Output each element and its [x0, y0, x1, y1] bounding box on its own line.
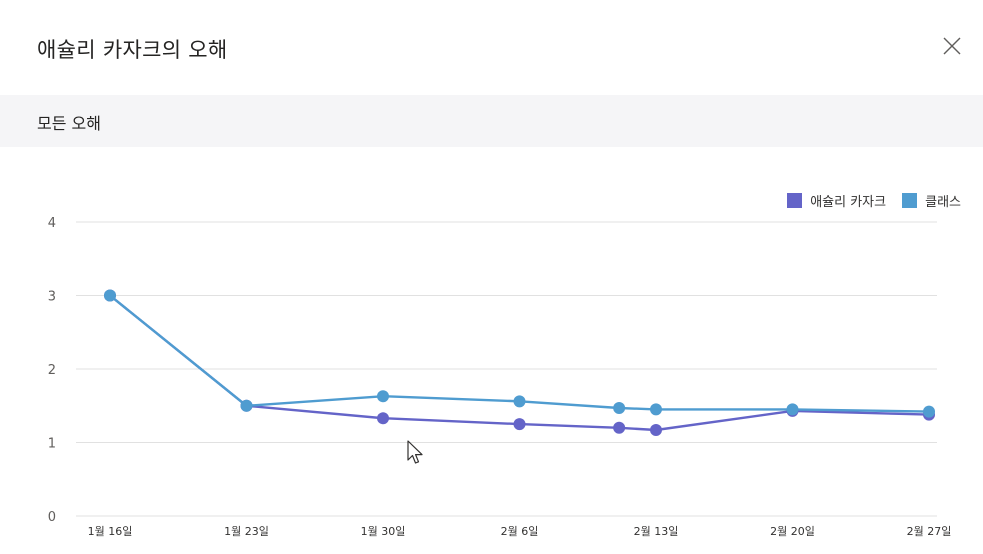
- x-tick-label-5: 2월 20일: [770, 524, 815, 538]
- close-button[interactable]: [938, 32, 966, 60]
- series-1-point-1: [240, 399, 253, 412]
- legend-swatch-student: [787, 193, 803, 208]
- x-tick-label-0: 1월 16일: [88, 524, 133, 538]
- close-icon: [943, 37, 961, 55]
- series-0-point-1: [240, 399, 253, 412]
- series-1-point-6: [786, 403, 799, 416]
- y-tick-label-0: 0: [48, 510, 56, 525]
- series-line-0: [109, 294, 930, 432]
- series-0-point-3: [513, 418, 526, 431]
- series-0-point-4: [613, 421, 626, 434]
- mouse-pointer-icon: [407, 440, 423, 464]
- series-0-point-2: [377, 412, 389, 425]
- x-tick-label-6: 2월 27일: [907, 524, 952, 538]
- y-tick-label-1: 1: [48, 437, 56, 452]
- y-tick-label-4: 4: [48, 216, 56, 231]
- section-header: 모든 오해: [0, 95, 983, 147]
- series-0-point-0: [104, 289, 116, 302]
- legend-item-student[interactable]: 애슐리 카자크: [787, 191, 886, 210]
- x-tick-label-2: 1월 30일: [361, 524, 406, 538]
- series-1-point-0: [104, 289, 116, 302]
- series-0-point-7: [923, 408, 935, 421]
- legend-label-class: 클래스: [925, 195, 961, 210]
- series-1-point-2: [377, 390, 389, 403]
- dialog-header: 애슐리 카자크의 오해: [0, 0, 983, 95]
- legend-swatch-class: [902, 193, 918, 208]
- legend-item-class[interactable]: 클래스: [902, 191, 961, 210]
- y-tick-label-3: 3: [48, 290, 56, 305]
- series-1-point-7: [923, 405, 935, 418]
- series-1-point-5: [650, 403, 662, 416]
- series-0-point-6: [786, 404, 799, 417]
- x-tick-label-1: 1월 23일: [224, 524, 269, 538]
- series-1-point-3: [513, 395, 526, 408]
- series-1-point-4: [613, 401, 626, 414]
- x-tick-label-3: 2월 6일: [501, 524, 539, 538]
- legend-label-student: 애슐리 카자크: [810, 195, 887, 210]
- y-tick-label-2: 2: [48, 363, 56, 378]
- dialog-title: 애슐리 카자크의 오해: [37, 38, 228, 62]
- section-title: 모든 오해: [37, 114, 101, 133]
- series-line-1: [109, 294, 930, 413]
- series-0-point-5: [650, 424, 662, 437]
- x-tick-label-4: 2월 13일: [634, 524, 679, 538]
- chart-legend: 애슐리 카자크 클래스: [787, 191, 961, 210]
